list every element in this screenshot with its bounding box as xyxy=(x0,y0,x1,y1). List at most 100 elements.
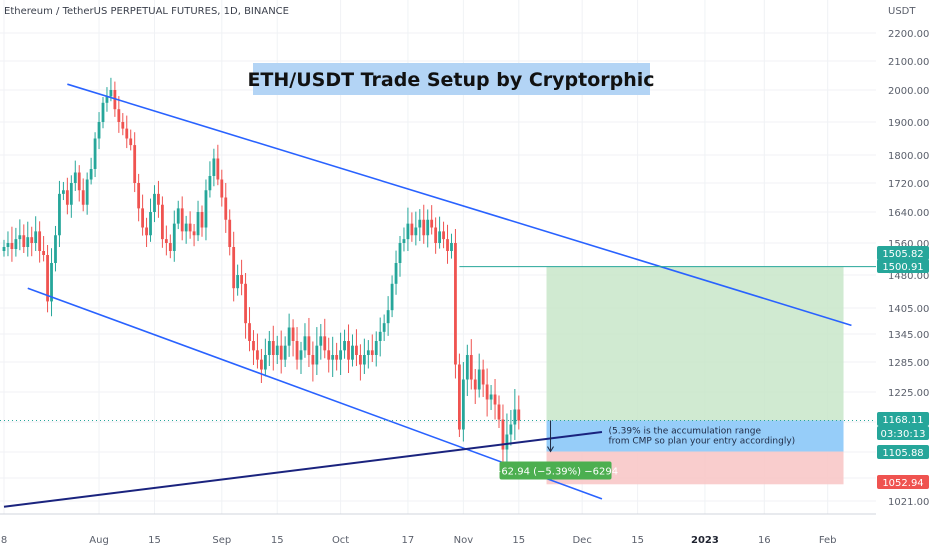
candle-body xyxy=(26,237,30,247)
candle-body xyxy=(422,219,426,236)
candle-body xyxy=(450,243,453,251)
candle-body xyxy=(442,231,445,240)
candle-body xyxy=(73,172,77,183)
candle-body xyxy=(208,176,212,191)
candles xyxy=(2,77,521,472)
candle-body xyxy=(454,243,457,365)
price-badge-label: 1500.91 xyxy=(882,262,923,273)
candle-body xyxy=(398,243,402,263)
price-badge xyxy=(877,475,929,489)
candle-body xyxy=(446,239,449,251)
candle-body xyxy=(426,219,430,236)
x-tick-label: Feb xyxy=(819,535,837,546)
x-tick-label: Aug xyxy=(89,535,109,546)
candle-body xyxy=(121,122,125,129)
y-tick-label: 1560.00 xyxy=(888,239,929,250)
countdown-badge xyxy=(877,426,929,440)
candle-body xyxy=(14,239,18,249)
candle-body xyxy=(461,379,465,430)
candle-body xyxy=(252,341,255,351)
measure-label-bg xyxy=(499,461,612,480)
candle-body xyxy=(362,355,366,365)
candle-body xyxy=(236,275,240,289)
candle-body xyxy=(279,345,283,360)
candle-body xyxy=(485,384,489,400)
candle-body xyxy=(157,193,160,205)
candle-body xyxy=(260,359,263,370)
symbol-header: Ethereum / TetherUS PERPETUAL FUTURES, 1… xyxy=(4,6,289,17)
candle-body xyxy=(137,183,141,209)
candle-body xyxy=(65,190,69,205)
candle-body xyxy=(414,227,418,236)
candle-body xyxy=(315,345,319,365)
candle-body xyxy=(81,190,85,205)
x-tick-label: 15 xyxy=(271,535,284,546)
candle-body xyxy=(323,336,327,351)
candle-body xyxy=(366,350,370,355)
candle-body xyxy=(513,409,517,425)
candle-body xyxy=(469,355,473,380)
candle-body xyxy=(30,237,34,243)
candle-body xyxy=(69,183,73,205)
candle-body xyxy=(394,263,398,284)
candle-body xyxy=(430,219,434,228)
candle-body xyxy=(390,283,394,311)
candle-body xyxy=(149,212,152,236)
candle-body xyxy=(105,96,109,103)
candle-body xyxy=(212,158,216,176)
candle-body xyxy=(216,158,220,180)
candle-body xyxy=(196,212,200,236)
price-badge xyxy=(877,412,929,426)
y-tick-label: 1800.00 xyxy=(888,151,929,162)
candle-body xyxy=(18,235,22,240)
candle-body xyxy=(434,227,438,243)
x-tick-label: 15 xyxy=(512,535,525,546)
candle-body xyxy=(295,341,299,360)
candle-body xyxy=(109,90,113,97)
candle-body xyxy=(220,179,224,198)
candle-body xyxy=(240,275,243,284)
y-tick-label: 1480.00 xyxy=(888,271,929,282)
candle-body xyxy=(343,341,346,351)
y-tick-label: 1285.00 xyxy=(888,358,929,369)
x-tick-label: 15 xyxy=(631,535,644,546)
y-tick-label: 1021.00 xyxy=(888,497,929,508)
candle-body xyxy=(339,350,342,360)
x-tick-label: 17 xyxy=(402,535,415,546)
candle-body xyxy=(58,193,61,236)
chart-title: ETH/USDT Trade Setup by Cryptorphic xyxy=(247,69,654,91)
candle-body xyxy=(473,379,477,390)
candle-body xyxy=(54,235,57,263)
candle-body xyxy=(283,345,287,360)
candle-body xyxy=(517,409,521,421)
y-tick-label: 1900.00 xyxy=(888,118,929,129)
candle-body xyxy=(164,239,168,243)
candle-body xyxy=(172,223,176,251)
candle-body xyxy=(89,169,93,180)
x-tick-label: Dec xyxy=(572,535,591,546)
candle-body xyxy=(42,251,45,255)
candle-body xyxy=(505,434,509,450)
entry-note-line2: from CMP so plan your entry accordingly) xyxy=(609,436,796,446)
price-badge xyxy=(877,259,929,273)
entry-zone xyxy=(546,420,844,452)
x-axis-ticks: 8 Aug 15 Sep 15 Oct 17 Nov 15 Dec 15 2023 16 Feb xyxy=(1,535,837,546)
countdown-label: 03:30:13 xyxy=(881,429,926,440)
candle-body xyxy=(248,323,251,341)
candle-body xyxy=(244,283,247,324)
candle-body xyxy=(224,197,228,220)
candle-body xyxy=(501,419,505,450)
candle-body xyxy=(489,394,493,400)
candle-body xyxy=(141,208,144,228)
candle-body xyxy=(271,341,275,355)
entry-note-line1: (5.39% is the accumulation range xyxy=(609,426,762,436)
x-tick-label: 16 xyxy=(758,535,771,546)
candle-body xyxy=(129,138,133,146)
candle-body xyxy=(267,341,271,355)
channel-upper-line xyxy=(67,83,852,327)
candle-body xyxy=(117,109,121,122)
candle-body xyxy=(93,138,97,169)
candle-body xyxy=(481,369,485,385)
candle-body xyxy=(493,394,497,405)
